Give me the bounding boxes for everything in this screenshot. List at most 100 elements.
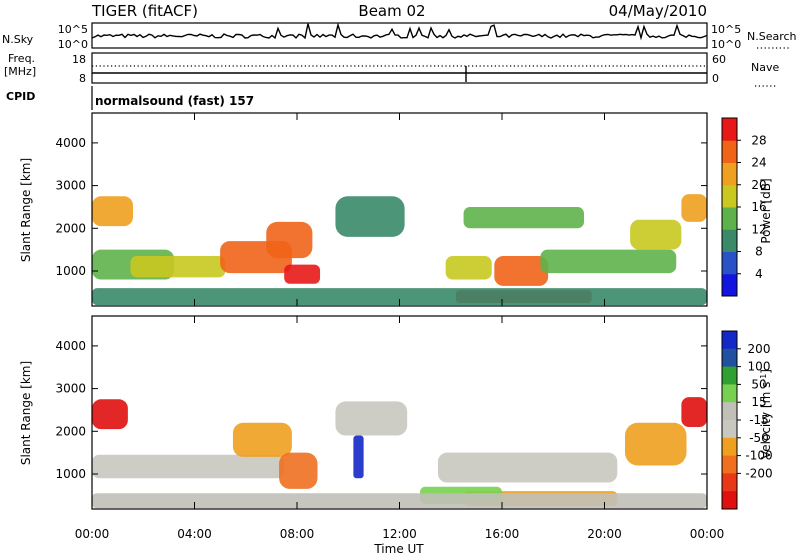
cpid-value: normalsound (fast) 157 — [95, 94, 254, 108]
power-swatch — [722, 162, 737, 186]
power-region — [130, 256, 226, 278]
velocity-data — [92, 397, 707, 509]
velocity-cbar-tick-label: 100 — [748, 360, 771, 374]
velocity-swatch — [722, 384, 737, 403]
time-tick-label: 12:00 — [382, 527, 417, 541]
time-tick-label: 00:00 — [75, 527, 110, 541]
nsearch-tick-bottom: 10^0 — [711, 38, 741, 51]
power-cbar-tick-label: 24 — [751, 156, 766, 170]
nave-label: Nave — [751, 61, 779, 74]
velocity-panel: 1000 2000 3000 4000 Slant Range [km] — [19, 315, 708, 510]
velocity-y-tick-label: 4000 — [55, 339, 86, 353]
velocity-swatch — [722, 402, 737, 421]
station-title: TIGER (fitACF) — [91, 2, 198, 20]
velocity-region — [335, 401, 408, 436]
nsearch-label: N.Search — [747, 30, 797, 43]
power-region — [284, 264, 321, 284]
power-data — [92, 194, 707, 306]
velocity-y-tick-label: 3000 — [55, 382, 86, 396]
velocity-region — [232, 422, 292, 457]
time-tick-label: 16:00 — [485, 527, 520, 541]
nsearch-tick-top: 10^5 — [711, 23, 741, 36]
velocity-cbar-tick-label: -50 — [749, 431, 769, 445]
freq-tick-bottom: 8 — [79, 72, 86, 85]
velocity-cbar-tick-label: 200 — [748, 342, 771, 356]
velocity-y-axis: 1000 2000 3000 4000 — [55, 316, 708, 509]
velocity-swatch — [722, 473, 737, 492]
power-y-tick-label: 3000 — [55, 179, 86, 193]
nsky-tick-top: 10^5 — [58, 23, 88, 36]
power-swatch — [722, 207, 737, 230]
velocity-swatch — [722, 348, 737, 368]
velocity-region — [92, 399, 128, 430]
velocity-swatch — [722, 437, 737, 457]
nave-tick-top: 60 — [712, 53, 726, 66]
power-region — [681, 194, 707, 222]
velocity-cbar-tick-label: -200 — [745, 466, 772, 480]
velocity-cbar-tick-label: -15 — [749, 413, 769, 427]
velocity-cbar-tick-label: 15 — [751, 395, 766, 409]
power-cbar-label: Power [dB] — [759, 178, 773, 243]
time-tick-label: 08:00 — [280, 527, 315, 541]
time-tick-label: 04:00 — [177, 527, 212, 541]
velocity-swatch — [722, 491, 737, 510]
nsky-label: N.Sky — [2, 33, 34, 46]
velocity-swatch — [722, 366, 737, 385]
velocity-region — [437, 452, 618, 483]
velocity-swatch — [722, 331, 737, 350]
velocity-swatch — [722, 455, 737, 474]
beam-title: Beam 02 — [358, 2, 425, 20]
power-region — [630, 219, 682, 250]
power-panel: 1000 2000 3000 4000 Slant Range [km] — [19, 112, 708, 307]
power-region — [445, 256, 492, 280]
nsky-tick-bottom: 10^0 — [58, 38, 88, 51]
power-y-axis: 1000 2000 3000 4000 — [55, 113, 708, 306]
freq-tick-top: 18 — [72, 53, 86, 66]
velocity-ylabel: Slant Range [km] — [19, 361, 33, 465]
power-cbar-tick-label: 4 — [755, 267, 763, 281]
power-colorbar: 4 8 12 16 20 24 28 — [721, 117, 767, 297]
power-cbar-tick-label: 8 — [755, 245, 763, 259]
power-region — [540, 249, 677, 274]
freq-panel: Freq. [MHz] 18 8 60 0 Nave — [4, 52, 779, 87]
power-y-tick-label: 1000 — [55, 264, 86, 278]
time-axis-label: Time UT — [373, 542, 424, 554]
velocity-region — [353, 435, 364, 479]
power-ylabel: Slant Range [km] — [19, 158, 33, 262]
velocity-swatch — [722, 420, 737, 439]
cpid-label: CPID — [6, 90, 35, 103]
velocity-region — [92, 454, 285, 479]
velocity-region — [625, 422, 687, 466]
velocity-y-tick-label: 2000 — [55, 424, 86, 438]
velocity-region — [681, 397, 707, 428]
velocity-cbar-tick-label: -100 — [745, 449, 772, 463]
time-tick-label: 20:00 — [587, 527, 622, 541]
power-cbar-tick-label: 28 — [751, 133, 766, 147]
time-tick-label: 00:00 — [690, 527, 725, 541]
nsky-trace — [91, 22, 708, 41]
power-y-tick-label: 2000 — [55, 221, 86, 235]
power-cbar-tick-label: 16 — [751, 200, 766, 214]
power-swatch — [722, 184, 737, 208]
power-region — [266, 221, 313, 259]
power-cbar-tick-label: 20 — [751, 178, 766, 192]
power-region — [92, 288, 707, 306]
power-swatch — [722, 229, 737, 252]
power-y-tick-label: 4000 — [55, 136, 86, 150]
velocity-cbar-tick-label: 50 — [751, 377, 766, 391]
velocity-y-tick-label: 1000 — [55, 467, 86, 481]
freq-unit: [MHz] — [4, 65, 36, 78]
date-title: 04/May/2010 — [609, 2, 707, 20]
power-swatch — [722, 118, 737, 141]
velocity-region — [92, 493, 707, 509]
power-cbar-tick-label: 12 — [751, 222, 766, 236]
nave-tick-bottom: 0 — [712, 72, 719, 85]
velocity-region — [279, 452, 318, 489]
power-region — [335, 196, 405, 237]
power-swatch — [722, 273, 737, 297]
power-region — [92, 196, 133, 227]
power-region — [494, 256, 549, 286]
freq-label: Freq. — [8, 52, 35, 65]
power-region — [463, 206, 584, 229]
